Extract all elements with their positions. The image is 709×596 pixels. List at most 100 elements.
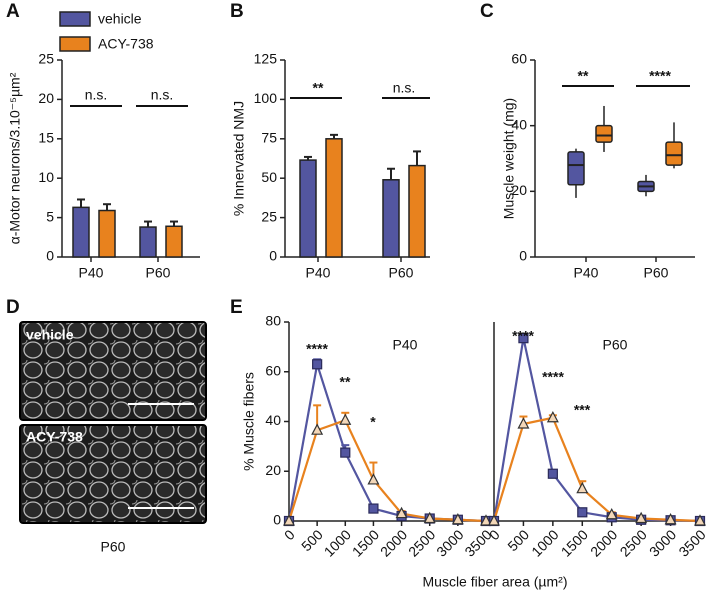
subplot-title: P60 [603, 337, 628, 353]
marker [517, 417, 530, 429]
x-tick-label: 1000 [321, 526, 354, 559]
annotation: *** [574, 402, 591, 418]
box [595, 124, 613, 143]
x-tick-label: P40 [306, 265, 331, 281]
series-line [492, 337, 701, 523]
bar [72, 206, 90, 258]
legend-swatch [59, 11, 91, 27]
y-tick-label: 0 [273, 512, 281, 528]
bar [139, 226, 157, 258]
x-tick-label: 2500 [405, 526, 438, 559]
y-tick-label: 125 [254, 51, 278, 67]
image-label: ACY-738 [26, 429, 83, 445]
subplot-title: P40 [393, 337, 418, 353]
bar [382, 179, 400, 258]
legend-swatch [59, 36, 91, 52]
bar [299, 159, 317, 258]
y-tick-label: 60 [265, 362, 281, 378]
annotation: **** [542, 369, 564, 385]
panel-label: E [230, 297, 243, 318]
x-tick-label: 2000 [587, 526, 620, 559]
x-tick-label: P40 [79, 265, 104, 281]
panel-label: A [6, 1, 20, 22]
marker [339, 413, 352, 425]
y-axis-label: % Muscle fibers [241, 372, 257, 471]
marker [576, 481, 589, 494]
panel-d: D vehicle ACY-738 P60 [6, 297, 207, 555]
bar [98, 209, 116, 258]
annotation: n.s. [151, 87, 174, 103]
y-tick-label: 80 [265, 313, 281, 329]
annotation: ** [340, 374, 351, 390]
panel-label: D [6, 297, 20, 318]
marker [547, 468, 558, 479]
box [567, 151, 585, 186]
y-tick-label: 25 [38, 51, 54, 67]
caption: P60 [101, 539, 126, 555]
annotation: ** [578, 68, 589, 84]
x-tick-label: 3000 [646, 526, 679, 559]
y-tick-label: 50 [261, 169, 277, 185]
marker [635, 511, 648, 524]
y-tick-label: 15 [38, 130, 54, 146]
marker [480, 514, 492, 526]
marker [694, 514, 706, 526]
y-tick-label: 20 [511, 182, 527, 198]
y-tick-label: 40 [265, 412, 281, 428]
annotation: **** [649, 68, 671, 84]
marker [283, 514, 295, 526]
marker [368, 503, 379, 514]
y-tick-label: 75 [261, 130, 277, 146]
y-axis-label: Muscle weight (mg) [501, 98, 517, 219]
y-tick-label: 25 [261, 208, 277, 224]
marker [395, 506, 408, 519]
series-line [492, 416, 701, 523]
x-tick-label: P60 [644, 265, 669, 281]
y-tick-label: 0 [519, 248, 527, 264]
y-tick-label: 10 [38, 169, 54, 185]
marker [311, 423, 324, 435]
y-tick-label: 40 [511, 116, 527, 132]
marker [546, 410, 559, 423]
annotation: ** [313, 80, 324, 96]
x-tick-label: 3000 [433, 526, 466, 559]
y-tick-label: 0 [269, 248, 277, 264]
annotation: * [370, 414, 376, 430]
panel-label: B [230, 1, 244, 22]
panel-label: C [480, 1, 494, 22]
x-tick-label: P40 [574, 265, 599, 281]
x-tick-label: 1000 [528, 526, 561, 559]
annotation: n.s. [85, 87, 108, 103]
marker [488, 514, 500, 526]
y-tick-label: 100 [254, 90, 278, 106]
x-tick-label: P60 [389, 265, 414, 281]
image-label: vehicle [26, 327, 74, 343]
bar [325, 138, 343, 258]
x-tick-label: 3500 [675, 526, 708, 559]
bar [165, 225, 183, 258]
y-tick-label: 5 [46, 208, 54, 224]
annotation: n.s. [393, 80, 416, 96]
marker [664, 512, 677, 525]
legend-label: ACY-738 [98, 36, 154, 52]
x-tick-label: 0 [281, 526, 298, 543]
y-tick-label: 20 [265, 462, 281, 478]
series-line [287, 418, 487, 523]
marker [340, 447, 351, 458]
marker [577, 507, 588, 518]
box [665, 141, 683, 166]
x-tick-label: 1500 [349, 526, 382, 559]
x-tick-label: 500 [504, 526, 532, 554]
legend-label: vehicle [98, 11, 142, 27]
marker [423, 511, 436, 524]
annotation: **** [512, 328, 534, 344]
bar [408, 164, 426, 258]
y-axis-label: α-Motor neurons/3.10⁻⁵µm² [7, 72, 23, 244]
micrograph [19, 321, 207, 421]
marker [367, 473, 380, 485]
y-tick-label: 20 [38, 90, 54, 106]
x-axis-label: Muscle fiber area (µm²) [423, 574, 568, 590]
y-axis-label: % Innervated NMJ [231, 101, 247, 216]
x-tick-label: P60 [146, 265, 171, 281]
